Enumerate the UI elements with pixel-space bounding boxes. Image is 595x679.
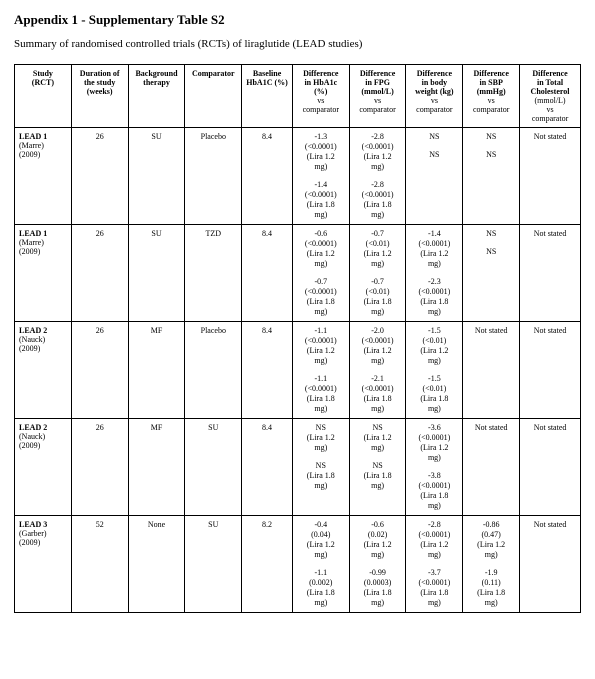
table-cell: 26 — [71, 225, 128, 322]
table-cell: 52 — [71, 516, 128, 613]
study-cell: LEAD 3(Garber)(2009) — [15, 516, 72, 613]
col-diff-sbp: Differencein SBP(mmHg)vscomparator — [463, 65, 520, 128]
table-row: LEAD 2(Nauck)(2009)26MFPlacebo8.4-1.1(<0… — [15, 322, 581, 419]
col-duration: Duration ofthe study(weeks) — [71, 65, 128, 128]
table-cell: 26 — [71, 419, 128, 516]
table-cell: 8.4 — [242, 419, 293, 516]
table-cell: Not stated — [520, 128, 581, 225]
study-cell: LEAD 2(Nauck)(2009) — [15, 322, 72, 419]
table-cell: 8.4 — [242, 128, 293, 225]
table-cell: -3.6(<0.0001)(Lira 1.2mg)-3.8(<0.0001)(L… — [406, 419, 463, 516]
table-cell: SU — [185, 419, 242, 516]
study-cell: LEAD 1(Marre)(2009) — [15, 225, 72, 322]
table-cell: 8.4 — [242, 322, 293, 419]
table-cell: -0.4(0.04)(Lira 1.2mg)-1.1(0.002)(Lira 1… — [292, 516, 349, 613]
table-cell: SU — [128, 225, 185, 322]
table-cell: NSNS — [406, 128, 463, 225]
table-cell: Placebo — [185, 322, 242, 419]
table-cell: -2.8(<0.0001)(Lira 1.2mg)-2.8(<0.0001)(L… — [349, 128, 406, 225]
table-cell: -2.0(<0.0001)(Lira 1.2mg)-2.1(<0.0001)(L… — [349, 322, 406, 419]
table-cell: 8.2 — [242, 516, 293, 613]
col-diff-fpg: Differencein FPG(mmol/L)vscomparator — [349, 65, 406, 128]
table-cell: -1.5(<0.01)(Lira 1.2mg)-1.5(<0.01)(Lira … — [406, 322, 463, 419]
table-cell: Not stated — [520, 419, 581, 516]
table-row: LEAD 1(Marre)(2009)26SUPlacebo8.4-1.3(<0… — [15, 128, 581, 225]
header-row: Study(RCT) Duration ofthe study(weeks) B… — [15, 65, 581, 128]
table-cell: NSNS — [463, 225, 520, 322]
col-baseline: BaselineHbA1C (%) — [242, 65, 293, 128]
col-diff-chol: Differencein TotalCholesterol(mmol/L)vsc… — [520, 65, 581, 128]
table-cell: Not stated — [520, 516, 581, 613]
col-comparator: Comparator — [185, 65, 242, 128]
table-cell: SU — [128, 128, 185, 225]
table-cell: Not stated — [520, 225, 581, 322]
table-cell: -0.7(<0.01)(Lira 1.2mg)-0.7(<0.01)(Lira … — [349, 225, 406, 322]
table-cell: Not stated — [520, 322, 581, 419]
appendix-title: Appendix 1 - Supplementary Table S2 — [14, 12, 581, 28]
col-study: Study(RCT) — [15, 65, 72, 128]
table-cell: -0.6(0.02)(Lira 1.2mg)-0.99(0.0003)(Lira… — [349, 516, 406, 613]
table-row: LEAD 2(Nauck)(2009)26MFSU8.4NS(Lira 1.2m… — [15, 419, 581, 516]
table-row: LEAD 1(Marre)(2009)26SUTZD8.4-0.6(<0.000… — [15, 225, 581, 322]
table-cell: -0.86(0.47)(Lira 1.2mg)-1.9(0.11)(Lira 1… — [463, 516, 520, 613]
table-cell: Not stated — [463, 419, 520, 516]
table-cell: -0.6(<0.0001)(Lira 1.2mg)-0.7(<0.0001)(L… — [292, 225, 349, 322]
table-cell: NS(Lira 1.2mg)NS(Lira 1.8mg) — [292, 419, 349, 516]
table-cell: SU — [185, 516, 242, 613]
table-cell: -1.1(<0.0001)(Lira 1.2mg)-1.1(<0.0001)(L… — [292, 322, 349, 419]
table-cell: 8.4 — [242, 225, 293, 322]
page: Appendix 1 - Supplementary Table S2 Summ… — [0, 0, 595, 627]
table-row: LEAD 3(Garber)(2009)52NoneSU8.2-0.4(0.04… — [15, 516, 581, 613]
table-cell: NS(Lira 1.2mg)NS(Lira 1.8mg) — [349, 419, 406, 516]
table-cell: TZD — [185, 225, 242, 322]
table-cell: MF — [128, 419, 185, 516]
rct-table: Study(RCT) Duration ofthe study(weeks) B… — [14, 64, 581, 613]
col-background: Backgroundtherapy — [128, 65, 185, 128]
study-cell: LEAD 2(Nauck)(2009) — [15, 419, 72, 516]
table-cell: -2.8(<0.0001)(Lira 1.2mg)-3.7(<0.0001)(L… — [406, 516, 463, 613]
table-caption: Summary of randomised controlled trials … — [14, 38, 581, 50]
col-diff-weight: Differencein bodyweight (kg)vscomparator — [406, 65, 463, 128]
table-cell: -1.4(<0.0001)(Lira 1.2mg)-2.3(<0.0001)(L… — [406, 225, 463, 322]
table-cell: -1.3(<0.0001)(Lira 1.2mg)-1.4(<0.0001)(L… — [292, 128, 349, 225]
table-cell: None — [128, 516, 185, 613]
table-cell: Placebo — [185, 128, 242, 225]
table-cell: MF — [128, 322, 185, 419]
col-diff-hba1c: Differencein HbA1c(%)vscomparator — [292, 65, 349, 128]
table-cell: 26 — [71, 322, 128, 419]
table-cell: NSNS — [463, 128, 520, 225]
study-cell: LEAD 1(Marre)(2009) — [15, 128, 72, 225]
table-cell: Not stated — [463, 322, 520, 419]
table-cell: 26 — [71, 128, 128, 225]
